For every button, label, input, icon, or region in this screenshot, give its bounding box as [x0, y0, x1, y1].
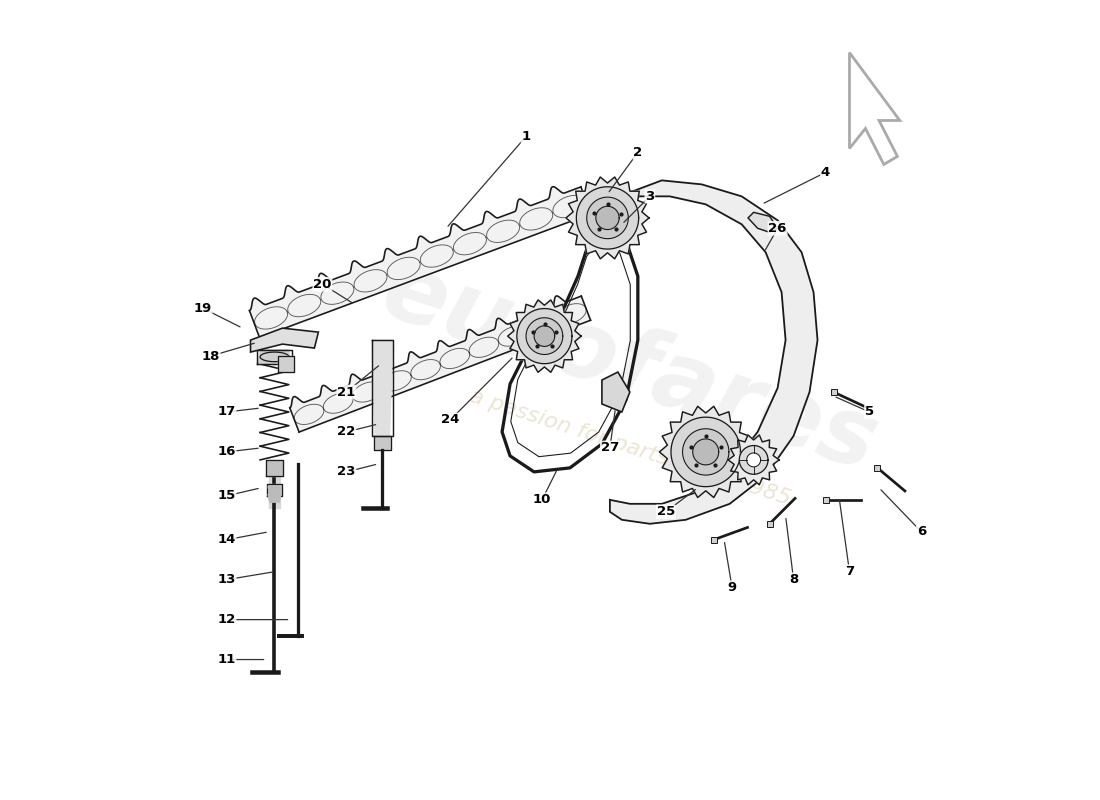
Text: 20: 20 [314, 278, 331, 290]
Polygon shape [586, 197, 628, 238]
Text: 2: 2 [634, 146, 642, 159]
Text: 26: 26 [769, 222, 786, 234]
Polygon shape [566, 177, 649, 259]
Polygon shape [728, 435, 779, 485]
Text: eurofares: eurofares [371, 245, 889, 491]
Text: 8: 8 [789, 573, 799, 586]
Text: 21: 21 [338, 386, 355, 398]
Polygon shape [671, 417, 740, 486]
Text: 12: 12 [218, 613, 235, 626]
Polygon shape [372, 340, 393, 436]
Polygon shape [693, 439, 718, 465]
Polygon shape [266, 460, 284, 476]
Text: 18: 18 [201, 350, 220, 362]
Text: 13: 13 [218, 573, 235, 586]
Text: 7: 7 [845, 566, 854, 578]
Text: 19: 19 [194, 302, 211, 314]
Polygon shape [267, 484, 282, 496]
Polygon shape [508, 300, 581, 372]
Text: 15: 15 [218, 490, 235, 502]
Polygon shape [596, 206, 619, 230]
Polygon shape [374, 436, 392, 450]
Text: 23: 23 [338, 466, 355, 478]
Text: 25: 25 [657, 506, 675, 518]
Text: 4: 4 [821, 166, 830, 179]
Polygon shape [250, 186, 591, 338]
Text: a passion for parts since 1985: a passion for parts since 1985 [466, 386, 793, 510]
Polygon shape [268, 476, 280, 508]
Polygon shape [609, 180, 817, 524]
Polygon shape [526, 318, 563, 354]
Polygon shape [268, 494, 280, 502]
Text: 6: 6 [916, 526, 926, 538]
Text: 27: 27 [601, 442, 619, 454]
Polygon shape [251, 328, 318, 352]
Text: 10: 10 [532, 494, 551, 506]
Text: 16: 16 [218, 446, 235, 458]
Text: 3: 3 [646, 190, 654, 203]
Polygon shape [748, 212, 778, 232]
Polygon shape [268, 486, 280, 494]
Text: 22: 22 [338, 426, 355, 438]
Polygon shape [289, 296, 591, 432]
Text: 24: 24 [441, 414, 460, 426]
Polygon shape [257, 350, 292, 364]
Text: 9: 9 [727, 581, 737, 594]
Text: 11: 11 [218, 653, 235, 666]
Polygon shape [683, 429, 729, 475]
Polygon shape [659, 406, 752, 498]
Polygon shape [602, 372, 630, 412]
Polygon shape [535, 326, 554, 346]
Polygon shape [747, 453, 760, 467]
Text: 14: 14 [218, 534, 235, 546]
Text: 17: 17 [218, 406, 235, 418]
Polygon shape [739, 446, 768, 474]
Text: 1: 1 [521, 130, 530, 143]
Text: 5: 5 [865, 406, 874, 418]
Polygon shape [576, 186, 639, 249]
Polygon shape [278, 356, 295, 372]
Polygon shape [517, 309, 572, 364]
